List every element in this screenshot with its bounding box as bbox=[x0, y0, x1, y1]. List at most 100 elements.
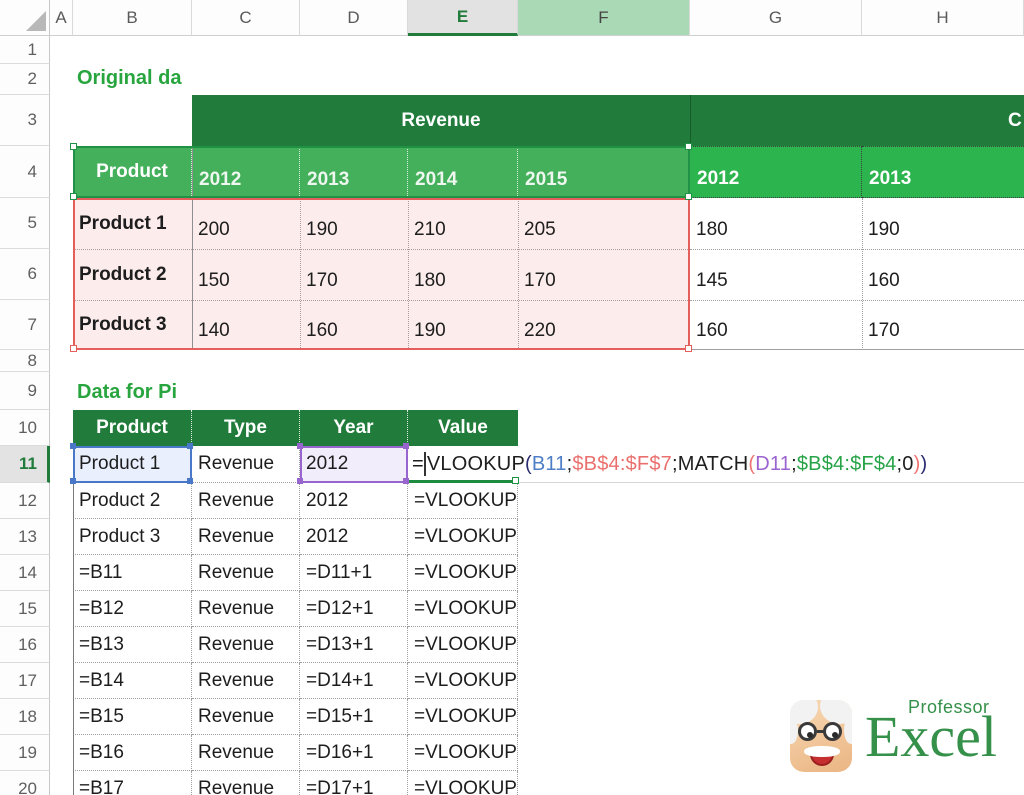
range-handle[interactable] bbox=[403, 443, 409, 449]
cell-p1-costs-2012[interactable]: 180 bbox=[696, 219, 728, 240]
row-header-6[interactable]: 6 bbox=[0, 249, 50, 300]
row-header-1[interactable]: 1 bbox=[0, 36, 50, 64]
cell-product-3[interactable]: Product 3 bbox=[79, 314, 167, 335]
cell-year-right-2013[interactable]: 2013 bbox=[862, 146, 1024, 198]
cell-p3-2013[interactable]: 160 bbox=[306, 320, 338, 341]
cell-c19[interactable]: Revenue bbox=[192, 735, 300, 771]
cell-p1-costs-2013[interactable]: 190 bbox=[868, 219, 900, 240]
cell-b20[interactable]: =B17 bbox=[73, 771, 192, 795]
pivot-header-type[interactable]: Type bbox=[192, 410, 300, 446]
cell-year-2014[interactable]: 2014 bbox=[408, 146, 518, 198]
cell-p2-2013[interactable]: 170 bbox=[306, 270, 338, 291]
range-handle[interactable] bbox=[187, 478, 193, 484]
row-header-7[interactable]: 7 bbox=[0, 300, 50, 350]
row-header-16[interactable]: 16 bbox=[0, 627, 50, 663]
range-handle[interactable] bbox=[403, 478, 409, 484]
cell-p1-2013[interactable]: 190 bbox=[306, 219, 338, 240]
cell-b14[interactable]: =B11 bbox=[73, 555, 192, 591]
cell-d16[interactable]: =D13+1 bbox=[300, 627, 408, 663]
cell-product-header[interactable]: Product bbox=[73, 146, 192, 198]
row-header-4[interactable]: 4 bbox=[0, 146, 50, 198]
range-handle[interactable] bbox=[187, 443, 193, 449]
cell-c18[interactable]: Revenue bbox=[192, 699, 300, 735]
cell-e15[interactable]: =VLOOKUP( bbox=[408, 591, 518, 627]
pivot-header-product[interactable]: Product bbox=[73, 410, 192, 446]
cell-d13[interactable]: 2012 bbox=[300, 519, 408, 555]
cell-p2-costs-2012[interactable]: 145 bbox=[696, 270, 728, 291]
cell-costs-header[interactable]: C bbox=[690, 95, 1024, 146]
cell-e12[interactable]: =VLOOKUP( bbox=[408, 483, 518, 519]
title-data-for-pivot[interactable]: Data for Pi bbox=[77, 381, 178, 403]
cell-p3-costs-2012[interactable]: 160 bbox=[696, 320, 728, 341]
cell-c17[interactable]: Revenue bbox=[192, 663, 300, 699]
cell-c14[interactable]: Revenue bbox=[192, 555, 300, 591]
row-header-17[interactable]: 17 bbox=[0, 663, 50, 699]
row-header-15[interactable]: 15 bbox=[0, 591, 50, 627]
cell-e20[interactable]: =VLOOKUP( bbox=[408, 771, 518, 795]
cell-product-1[interactable]: Product 1 bbox=[79, 212, 167, 234]
cell-b18[interactable]: =B15 bbox=[73, 699, 192, 735]
column-header-f-selected[interactable]: F bbox=[518, 0, 690, 36]
cell-d20[interactable]: =D17+1 bbox=[300, 771, 408, 795]
cell-d19[interactable]: =D16+1 bbox=[300, 735, 408, 771]
column-header-e-active[interactable]: E bbox=[408, 0, 518, 36]
range-handle[interactable] bbox=[297, 478, 303, 484]
row-header-13[interactable]: 13 bbox=[0, 519, 50, 555]
cell-year-2013[interactable]: 2013 bbox=[300, 146, 408, 198]
range-handle[interactable] bbox=[70, 193, 77, 200]
cell-c12[interactable]: Revenue bbox=[192, 483, 300, 519]
cell-p2-2012[interactable]: 150 bbox=[198, 270, 230, 291]
cell-e16[interactable]: =VLOOKUP( bbox=[408, 627, 518, 663]
cell-p3-2012[interactable]: 140 bbox=[198, 320, 230, 341]
cell-b19[interactable]: =B16 bbox=[73, 735, 192, 771]
cell-e18[interactable]: =VLOOKUP( bbox=[408, 699, 518, 735]
cell-p1-2015[interactable]: 205 bbox=[524, 219, 556, 240]
column-header-d[interactable]: D bbox=[300, 0, 408, 36]
pivot-header-value[interactable]: Value bbox=[408, 410, 518, 446]
cell-d18[interactable]: =D15+1 bbox=[300, 699, 408, 735]
column-header-c[interactable]: C bbox=[192, 0, 300, 36]
cell-year-2015[interactable]: 2015 bbox=[518, 146, 690, 198]
cell-c16[interactable]: Revenue bbox=[192, 627, 300, 663]
range-handle[interactable] bbox=[297, 443, 303, 449]
range-handle[interactable] bbox=[685, 193, 692, 200]
cell-year-right-2012[interactable]: 2012 bbox=[690, 146, 862, 198]
column-header-h[interactable]: H bbox=[862, 0, 1024, 36]
row-header-2[interactable]: 2 bbox=[0, 64, 50, 95]
row-header-18[interactable]: 18 bbox=[0, 699, 50, 735]
formula-edit-cell-e11[interactable]: = VLOOKUP(B11; $B$4:$F$7 ;MATCH(D11; $B$4:$F… bbox=[408, 446, 1024, 483]
column-header-b[interactable]: B bbox=[73, 0, 192, 36]
range-handle[interactable] bbox=[70, 143, 77, 150]
cell-revenue-header[interactable]: Revenue bbox=[192, 95, 690, 146]
row-header-8[interactable]: 8 bbox=[0, 350, 50, 372]
row-header-5[interactable]: 5 bbox=[0, 198, 50, 249]
range-handle[interactable] bbox=[70, 478, 76, 484]
row-header-19[interactable]: 19 bbox=[0, 735, 50, 771]
cell-b15[interactable]: =B12 bbox=[73, 591, 192, 627]
range-handle[interactable] bbox=[70, 443, 76, 449]
cell-c15[interactable]: Revenue bbox=[192, 591, 300, 627]
row-header-14[interactable]: 14 bbox=[0, 555, 50, 591]
select-all-corner[interactable] bbox=[0, 0, 50, 36]
pivot-header-year[interactable]: Year bbox=[300, 410, 408, 446]
cell-d11[interactable]: 2012 bbox=[300, 446, 408, 483]
cell-p2-2015[interactable]: 170 bbox=[524, 270, 556, 291]
column-header-a[interactable]: A bbox=[50, 0, 73, 36]
range-handle[interactable] bbox=[70, 345, 77, 352]
cell-b16[interactable]: =B13 bbox=[73, 627, 192, 663]
column-header-g[interactable]: G bbox=[690, 0, 862, 36]
cell-year-2012[interactable]: 2012 bbox=[192, 146, 300, 198]
cell-b11[interactable]: Product 1 bbox=[73, 446, 192, 483]
row-header-20[interactable]: 20 bbox=[0, 771, 50, 795]
range-handle[interactable] bbox=[685, 345, 692, 352]
cell-d12[interactable]: 2012 bbox=[300, 483, 408, 519]
cell-p1-2012[interactable]: 200 bbox=[198, 219, 230, 240]
cell-b13[interactable]: Product 3 bbox=[73, 519, 192, 555]
row-header-9[interactable]: 9 bbox=[0, 372, 50, 410]
cell-p3-2014[interactable]: 190 bbox=[414, 320, 446, 341]
cell-e19[interactable]: =VLOOKUP( bbox=[408, 735, 518, 771]
cell-p3-costs-2013[interactable]: 170 bbox=[868, 320, 900, 341]
cell-p2-costs-2013[interactable]: 160 bbox=[868, 270, 900, 291]
cell-c20[interactable]: Revenue bbox=[192, 771, 300, 795]
cell-d14[interactable]: =D11+1 bbox=[300, 555, 408, 591]
